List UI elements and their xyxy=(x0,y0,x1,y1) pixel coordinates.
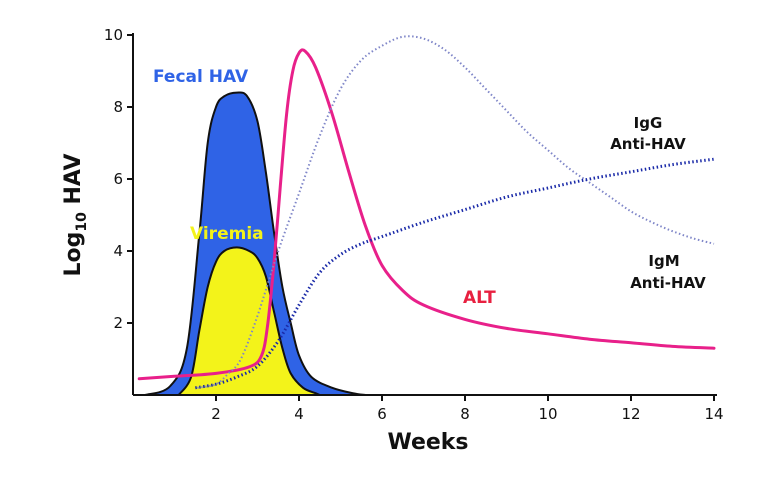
label-fecal-hav: Fecal HAV xyxy=(153,67,249,87)
x-axis-title: Weeks xyxy=(387,430,468,455)
label-viremia: Viremia xyxy=(190,224,264,244)
y-axis-title-main: Log xyxy=(61,232,86,277)
x-tick-label-2: 2 xyxy=(211,405,221,423)
label-igm-line2: Anti-HAV xyxy=(630,274,706,292)
line-alt xyxy=(137,48,716,381)
label-igg-line1: IgG xyxy=(634,114,663,132)
y-tick-label-6: 6 xyxy=(113,170,123,188)
y-axis-title: Log10 HAV xyxy=(61,153,90,276)
y-tick-label-4: 4 xyxy=(113,242,123,260)
x-tick-label-10: 10 xyxy=(538,405,557,423)
x-tick-label-12: 12 xyxy=(621,405,640,423)
area-viremia xyxy=(176,246,321,396)
area-series-group xyxy=(145,91,366,396)
y-axis-title-subscript: 10 xyxy=(74,212,90,232)
x-tick-label-14: 14 xyxy=(704,405,723,423)
label-igg-line2: Anti-HAV xyxy=(610,135,686,153)
line-series-group xyxy=(137,35,716,390)
label-igm-line1: IgM xyxy=(648,252,679,270)
y-tick-label-2: 2 xyxy=(113,314,123,332)
y-tick-label-8: 8 xyxy=(113,98,123,116)
label-alt: ALT xyxy=(463,288,496,308)
y-axis-title-tail: HAV xyxy=(61,153,86,212)
y-tick-label-10: 10 xyxy=(104,26,123,44)
line-igg-anti-hav xyxy=(195,157,715,390)
x-tick-label-8: 8 xyxy=(460,405,470,423)
x-tick-label-6: 6 xyxy=(377,405,387,423)
x-tick-label-4: 4 xyxy=(294,405,304,423)
tick-group: 2 4 6 8 10 12 14 2 4 6 8 10 xyxy=(104,26,724,423)
